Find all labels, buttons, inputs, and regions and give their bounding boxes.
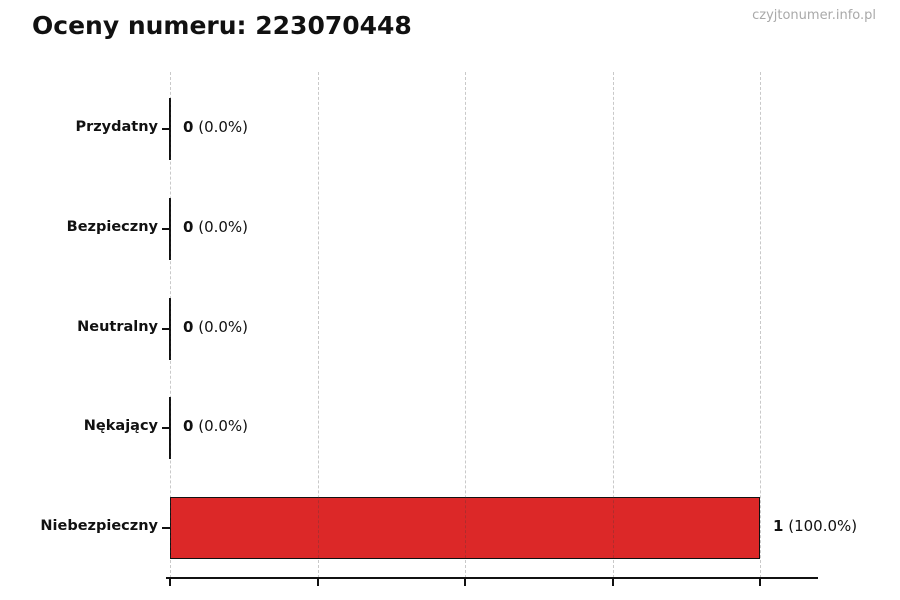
- value-percent: (0.0%): [198, 318, 249, 336]
- y-axis-tick: [162, 328, 170, 330]
- gridline: [465, 72, 466, 578]
- zero-bar-edge: [169, 198, 171, 260]
- value-count: 0: [183, 218, 194, 236]
- category-label: Przydatny: [75, 119, 158, 135]
- value-label: 0 (0.0%): [183, 118, 248, 136]
- category-label: Niebezpieczny: [40, 518, 158, 534]
- y-axis-tick: [162, 527, 170, 529]
- bar: [170, 497, 760, 559]
- value-percent: (0.0%): [198, 118, 249, 136]
- y-axis-tick: [162, 427, 170, 429]
- category-label: Bezpieczny: [66, 219, 158, 235]
- x-axis-tick: [611, 579, 614, 586]
- value-percent: (0.0%): [198, 417, 249, 435]
- x-axis-tick: [316, 579, 319, 586]
- value-label: 1 (100.0%): [773, 517, 857, 535]
- value-percent: (100.0%): [788, 517, 858, 535]
- value-label: 0 (0.0%): [183, 218, 248, 236]
- value-label: 0 (0.0%): [183, 417, 248, 435]
- value-count: 0: [183, 318, 194, 336]
- zero-bar-edge: [169, 298, 171, 360]
- watermark: czyjtonumer.info.pl: [752, 8, 876, 23]
- value-count: 1: [773, 517, 784, 535]
- x-axis-tick: [464, 579, 466, 586]
- gridline: [612, 72, 614, 578]
- x-axis: [166, 577, 818, 579]
- value-count: 0: [183, 118, 194, 136]
- gridline: [317, 72, 319, 578]
- y-axis-tick: [162, 128, 170, 130]
- gridline: [170, 72, 171, 578]
- zero-bar-edge: [169, 98, 171, 160]
- zero-bar-edge: [169, 397, 171, 459]
- value-label: 0 (0.0%): [183, 318, 248, 336]
- category-label: Nękający: [83, 418, 158, 434]
- gridline: [760, 72, 761, 578]
- x-axis-tick: [169, 579, 171, 586]
- category-label: Neutralny: [77, 319, 158, 335]
- x-axis-tick: [759, 579, 761, 586]
- value-percent: (0.0%): [198, 218, 249, 236]
- y-axis-tick: [162, 228, 170, 230]
- value-count: 0: [183, 417, 194, 435]
- page-title: Oceny numeru: 223070448: [32, 11, 412, 40]
